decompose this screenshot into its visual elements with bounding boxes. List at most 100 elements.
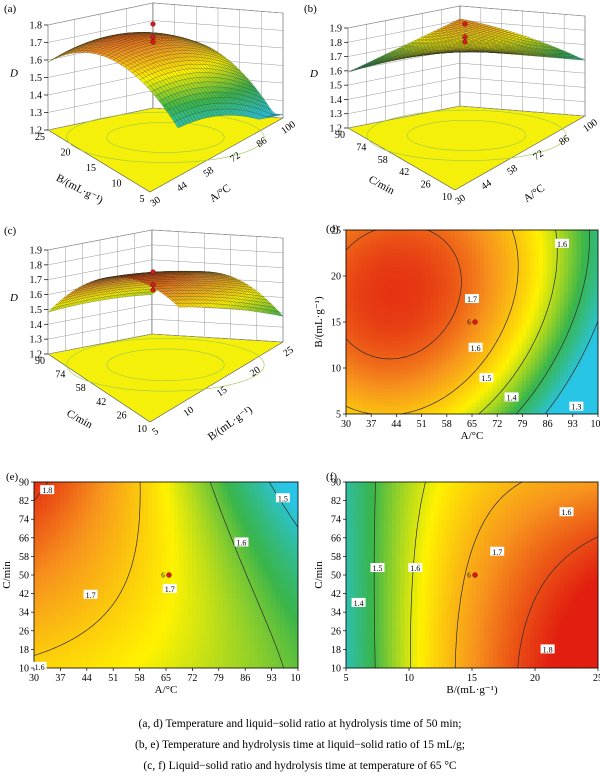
heat-cell bbox=[349, 343, 355, 349]
panel-c: 1.2 1.3 1.4 1.5 1.6 1.7 1.8 1.9 D 10 26 42 58 74 90 5 10… bbox=[0, 222, 300, 452]
heat-cell bbox=[446, 318, 452, 323]
heat-cell bbox=[400, 398, 406, 404]
heat-cell bbox=[370, 270, 376, 275]
heat-cell bbox=[400, 240, 406, 246]
heat-cell bbox=[358, 233, 364, 238]
heat-cell bbox=[450, 244, 456, 249]
heat-cell bbox=[442, 336, 448, 341]
surface-cell bbox=[173, 120, 182, 129]
heat-cell bbox=[383, 336, 389, 341]
heat-cell bbox=[375, 340, 380, 345]
heat-cell bbox=[400, 343, 406, 349]
heat-cell bbox=[450, 347, 456, 352]
heat-cell bbox=[425, 295, 431, 301]
heat-cell bbox=[400, 266, 406, 271]
heat-cell bbox=[408, 351, 414, 356]
heat-cell bbox=[421, 299, 427, 304]
z-tick-label: 1.5 bbox=[30, 305, 43, 316]
heat-cell bbox=[417, 332, 422, 338]
heat-cell bbox=[438, 325, 443, 330]
heat-cell bbox=[370, 284, 376, 290]
heat-cell bbox=[446, 329, 452, 334]
heat-cell bbox=[362, 347, 368, 352]
heat-cell bbox=[391, 299, 397, 304]
heat-cell bbox=[349, 314, 355, 319]
heat-cell bbox=[454, 398, 460, 404]
heat-cell bbox=[375, 376, 380, 382]
heat-cell bbox=[446, 365, 452, 371]
heat-cell bbox=[446, 237, 452, 242]
heat-cell bbox=[366, 373, 372, 378]
x-tick-label: 100 bbox=[581, 117, 600, 135]
x-tick-label: 30 bbox=[148, 195, 163, 210]
heat-cell bbox=[400, 369, 406, 374]
heat-cell bbox=[433, 398, 439, 404]
heat-cell bbox=[387, 295, 393, 301]
heat-cell bbox=[370, 237, 376, 242]
heat-cell bbox=[400, 299, 406, 304]
heat-cell bbox=[396, 365, 401, 371]
heat-cell bbox=[429, 259, 435, 264]
heat-cell bbox=[354, 244, 359, 249]
heat-cell bbox=[408, 391, 414, 396]
heat-cell bbox=[391, 310, 397, 315]
heat-cell bbox=[421, 288, 427, 293]
heat-cell bbox=[345, 369, 351, 374]
heat-cell bbox=[362, 262, 368, 268]
heat-cell bbox=[358, 318, 364, 323]
heat-cell bbox=[383, 292, 389, 297]
heat-cell bbox=[450, 406, 456, 411]
heat-cell bbox=[404, 380, 410, 385]
heat-cell bbox=[366, 351, 372, 356]
heat-cell bbox=[387, 292, 393, 297]
heat-cell bbox=[417, 292, 422, 297]
heat-cell bbox=[396, 325, 401, 330]
heat-cell bbox=[379, 262, 385, 268]
heat-cell bbox=[421, 351, 427, 356]
heat-cell bbox=[366, 362, 372, 367]
heat-cell bbox=[345, 395, 351, 400]
heat-cell bbox=[383, 237, 389, 242]
heat-cell bbox=[370, 347, 376, 352]
heat-cell bbox=[442, 332, 448, 338]
heat-cell bbox=[429, 332, 435, 338]
heat-cell bbox=[438, 270, 443, 275]
heat-cell bbox=[349, 362, 355, 367]
heat-cell bbox=[425, 240, 431, 246]
y-axis-label: B/(mL·g⁻¹) bbox=[54, 172, 105, 207]
heat-cell bbox=[366, 332, 372, 338]
heat-cell bbox=[429, 299, 435, 304]
heat-cell bbox=[345, 336, 351, 341]
heat-cell bbox=[366, 325, 372, 330]
heat-cell bbox=[345, 303, 351, 308]
heat-cell bbox=[454, 391, 460, 396]
heat-cell bbox=[421, 387, 427, 393]
heat-cell bbox=[429, 395, 435, 400]
heat-cell bbox=[429, 321, 435, 326]
heat-cell bbox=[391, 347, 397, 352]
heat-cell bbox=[417, 358, 422, 363]
heat-cell bbox=[421, 321, 427, 326]
heat-cell bbox=[442, 340, 448, 345]
heat-cell bbox=[417, 299, 422, 304]
heat-cell bbox=[438, 266, 443, 271]
heat-cell bbox=[349, 259, 355, 264]
heat-cell bbox=[429, 391, 435, 396]
heat-cell bbox=[396, 354, 401, 360]
heat-cell bbox=[454, 292, 460, 297]
heat-cell bbox=[362, 233, 368, 238]
heat-cell bbox=[379, 248, 385, 253]
heat-cell bbox=[383, 255, 389, 260]
heat-cell bbox=[429, 266, 435, 271]
heat-cell bbox=[408, 310, 414, 315]
heat-cell bbox=[438, 273, 443, 279]
heat-cell bbox=[375, 281, 380, 286]
heat-cell bbox=[370, 310, 376, 315]
heat-cell bbox=[379, 277, 385, 282]
heat-cell bbox=[345, 299, 351, 304]
heat-cell bbox=[429, 336, 435, 341]
heat-cell bbox=[370, 336, 376, 341]
heat-cell bbox=[387, 343, 393, 349]
x-tick-label: 10 bbox=[182, 405, 197, 420]
